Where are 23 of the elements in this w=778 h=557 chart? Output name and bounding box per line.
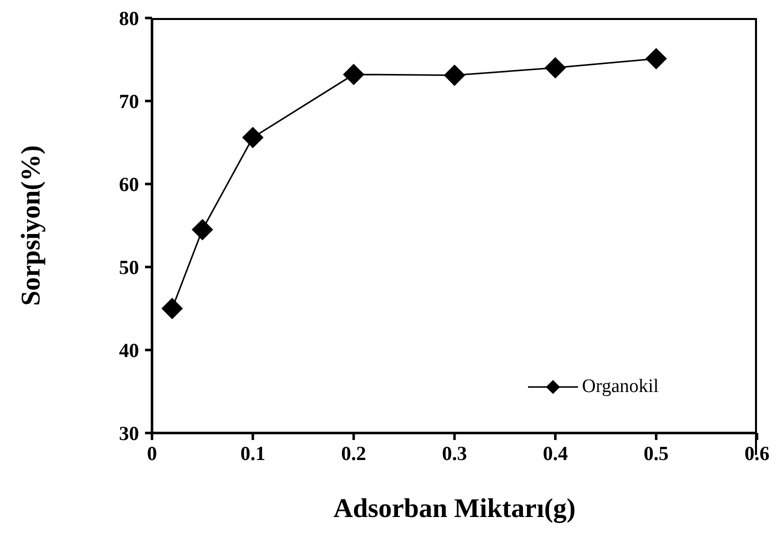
- y-tick-label: 60: [119, 174, 139, 196]
- x-tick-label: 0.6: [744, 443, 770, 466]
- x-tick-label: 0.5: [644, 443, 669, 466]
- point: [343, 64, 364, 85]
- y-tick-label: 40: [119, 340, 139, 362]
- y-tick-label: 70: [119, 91, 139, 114]
- legend-label: Organokil: [582, 376, 659, 398]
- x-tick-label: 0: [147, 443, 157, 466]
- x-tick-label: 0.3: [442, 443, 467, 466]
- x-axis-title: Adsorban Miktarı(g): [333, 493, 576, 523]
- point: [444, 64, 465, 86]
- point: [162, 298, 183, 319]
- point: [192, 219, 213, 240]
- x-tick-label: 0.1: [240, 443, 266, 466]
- point: [242, 127, 264, 148]
- y-axis-title: Sorpsiyon(%): [16, 145, 46, 306]
- y-tick-label: 50: [119, 257, 139, 280]
- x-tick-label: 0.4: [542, 443, 568, 466]
- point: [544, 57, 566, 78]
- point: [646, 48, 667, 70]
- y-tick-label: 30: [119, 423, 139, 446]
- y-tick-label: 80: [119, 8, 139, 30]
- x-tick-label: 0.2: [341, 443, 366, 466]
